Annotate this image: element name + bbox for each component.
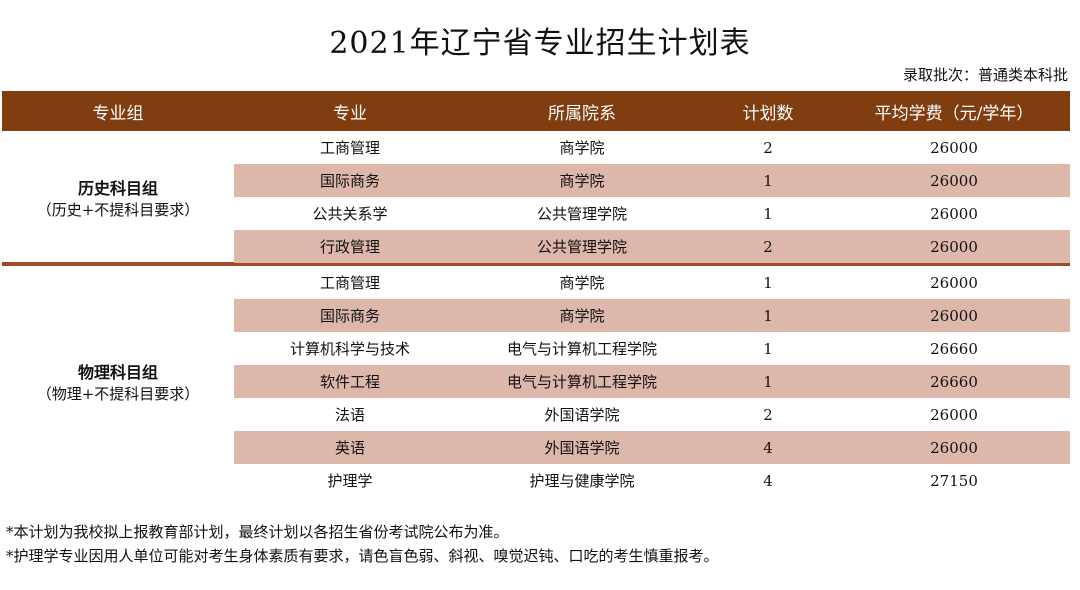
admission-batch: 录取批次：普通类本科批 [902, 66, 1068, 84]
cell-plan: 1 [763, 306, 773, 325]
group-label: 历史科目组 （历史+不提科目要求） [2, 131, 234, 263]
cell-plan: 1 [763, 372, 773, 391]
cell-fee: 26000 [930, 237, 978, 256]
cell-major: 行政管理 [319, 238, 380, 256]
cell-plan: 1 [763, 273, 773, 292]
cell-fee: 26660 [930, 339, 978, 358]
group-requirement: （物理+不提科目要求） [36, 385, 200, 403]
table-row: 护理学 护理与健康学院 4 27150 [234, 464, 1070, 497]
table-row: 国际商务 商学院 1 26000 [234, 299, 1070, 332]
cell-major: 法语 [334, 406, 365, 424]
group-name: 历史科目组 [77, 178, 158, 198]
cell-department: 商学院 [559, 307, 605, 325]
cell-department: 公共管理学院 [536, 238, 627, 256]
header-major: 专业 [333, 103, 367, 124]
cell-major: 英语 [334, 439, 365, 457]
cell-fee: 26660 [930, 372, 978, 391]
physics-group: 物理科目组 （物理+不提科目要求） 工商管理 商学院 1 26000 国际商务 … [2, 266, 1070, 497]
cell-department: 公共管理学院 [536, 205, 627, 223]
cell-plan: 2 [763, 237, 773, 256]
cell-department: 商学院 [559, 172, 605, 190]
table-row: 计算机科学与技术 电气与计算机工程学院 1 26660 [234, 332, 1070, 365]
history-group: 历史科目组 （历史+不提科目要求） 工商管理 商学院 2 26000 国际商务 … [2, 131, 1070, 263]
group-separator [2, 262, 1070, 266]
table-row: 软件工程 电气与计算机工程学院 1 26660 [234, 365, 1070, 398]
header-plan-count: 计划数 [742, 103, 794, 124]
cell-department: 商学院 [559, 274, 605, 292]
cell-plan: 2 [763, 405, 773, 424]
cell-major: 护理学 [327, 472, 373, 490]
cell-plan: 4 [763, 438, 773, 457]
cell-department: 电气与计算机工程学院 [506, 340, 657, 358]
cell-plan: 1 [763, 171, 773, 190]
cell-fee: 26000 [930, 273, 978, 292]
group-requirement: （历史+不提科目要求） [36, 200, 200, 219]
header-major-group: 专业组 [92, 103, 144, 124]
cell-fee: 26000 [930, 438, 978, 457]
cell-plan: 2 [763, 138, 773, 157]
cell-major: 公共关系学 [312, 205, 388, 223]
table-row: 工商管理 商学院 2 26000 [234, 131, 1070, 164]
table-row: 国际商务 商学院 1 26000 [234, 164, 1070, 197]
page-title: 2021年辽宁省专业招生计划表 [329, 26, 751, 61]
table-row: 工商管理 商学院 1 26000 [234, 266, 1070, 299]
group-name: 物理科目组 [77, 363, 158, 382]
header-tuition: 平均学费（元/学年） [874, 103, 1034, 124]
cell-fee: 26000 [930, 306, 978, 325]
table-row: 法语 外国语学院 2 26000 [234, 398, 1070, 431]
cell-fee: 26000 [930, 405, 978, 424]
cell-department: 外国语学院 [544, 406, 620, 424]
cell-major: 工商管理 [319, 139, 380, 157]
cell-major: 国际商务 [319, 172, 380, 190]
cell-plan: 4 [763, 471, 773, 490]
table-row: 行政管理 公共管理学院 2 26000 [234, 230, 1070, 263]
header-department: 所属院系 [548, 103, 616, 124]
table-header: 专业组 专业 所属院系 计划数 平均学费（元/学年） [2, 91, 1070, 131]
cell-major: 计算机科学与技术 [289, 340, 410, 358]
cell-fee: 26000 [930, 171, 978, 190]
footnote: *护理学专业因用人单位可能对考生身体素质有要求，请色盲色弱、斜视、嗅觉迟钝、口吃… [6, 547, 719, 565]
cell-department: 外国语学院 [544, 439, 620, 457]
cell-department: 护理与健康学院 [529, 472, 635, 490]
enrollment-plan-table: 专业组 专业 所属院系 计划数 平均学费（元/学年） 历史科目组 （历史+不提科… [2, 91, 1070, 497]
cell-fee: 27150 [930, 471, 978, 490]
table-row: 公共关系学 公共管理学院 1 26000 [234, 197, 1070, 230]
cell-department: 商学院 [559, 139, 605, 157]
table-row: 英语 外国语学院 4 26000 [234, 431, 1070, 464]
cell-fee: 26000 [930, 138, 978, 157]
cell-major: 国际商务 [319, 307, 380, 325]
cell-department: 电气与计算机工程学院 [506, 373, 657, 391]
footnote: *本计划为我校拟上报教育部计划，最终计划以各招生省份考试院公布为准。 [6, 523, 509, 541]
cell-plan: 1 [763, 204, 773, 223]
cell-major: 软件工程 [319, 373, 380, 391]
cell-major: 工商管理 [319, 274, 380, 292]
cell-plan: 1 [763, 339, 773, 358]
cell-fee: 26000 [930, 204, 978, 223]
group-label: 物理科目组 （物理+不提科目要求） [2, 266, 234, 497]
